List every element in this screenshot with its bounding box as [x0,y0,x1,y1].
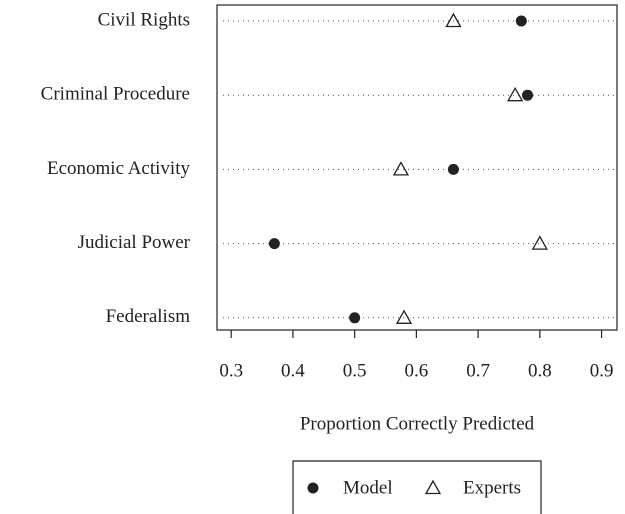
x-tick-label: 0.7 [466,360,490,381]
dot-triangle [392,161,410,176]
dot-triangle [507,86,524,102]
x-tick-label: 0.6 [405,360,429,381]
x-tick-label: 0.5 [343,360,367,381]
legend-label: Model [343,477,393,498]
legend-label: Experts [463,477,521,498]
dot-triangle [395,309,413,324]
y-tick-label: Civil Rights [98,9,190,30]
dot-triangle [531,235,548,250]
dot-circle [515,15,527,27]
dot-circle [268,238,280,250]
legend-frame [292,460,542,514]
legend-marker [307,482,319,494]
y-tick-label: Judicial Power [78,232,191,253]
dot-circle [349,312,361,324]
plot-frame [216,4,618,331]
x-tick-label: 0.3 [219,360,243,381]
x-tick-label: 0.9 [590,360,614,381]
dot-circle [521,89,533,101]
legend-marker [424,479,442,495]
y-tick-label: Economic Activity [47,158,191,179]
dot-circle [447,163,459,175]
x-tick-label: 0.4 [281,360,305,381]
y-tick-label: Federalism [106,306,191,327]
x-axis-label: Proportion Correctly Predicted [300,413,535,434]
dot-triangle [445,12,462,28]
y-tick-label: Criminal Procedure [41,84,190,105]
x-tick-label: 0.8 [528,360,552,381]
